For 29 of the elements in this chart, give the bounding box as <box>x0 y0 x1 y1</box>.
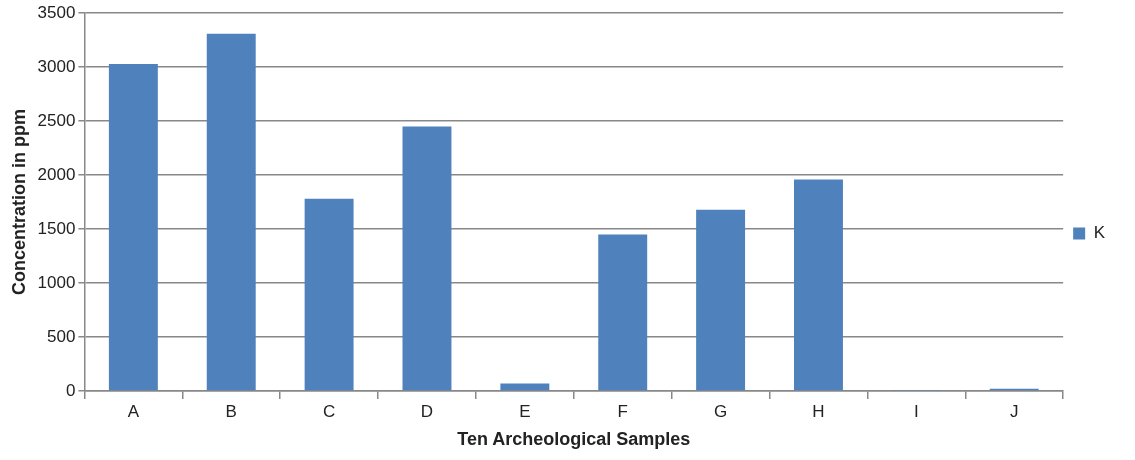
x-tick-label: H <box>812 401 825 421</box>
y-tick-label: 2500 <box>37 110 76 130</box>
x-axis-title: Ten Archeological Samples <box>457 429 691 450</box>
bar <box>500 383 550 391</box>
x-tick-label: E <box>519 401 531 421</box>
y-tick-label: 3500 <box>37 2 76 22</box>
y-tick-label: 2000 <box>37 164 76 184</box>
x-tick-label: G <box>713 401 728 421</box>
x-tick-label: D <box>420 401 434 421</box>
y-tick-label: 1500 <box>37 218 76 238</box>
legend-label: K <box>1093 223 1106 243</box>
bar <box>402 126 452 391</box>
bar <box>794 179 843 391</box>
bar <box>696 209 746 391</box>
x-tick-label: I <box>913 401 919 421</box>
x-tick-label: C <box>322 401 336 421</box>
bar <box>206 33 256 391</box>
x-tick-label: J <box>1009 401 1019 421</box>
x-tick-label: A <box>127 401 140 421</box>
bar <box>304 198 354 391</box>
y-tick-label: 3000 <box>37 56 76 76</box>
bar <box>108 63 158 391</box>
y-tick-label: 500 <box>47 326 76 346</box>
bar <box>598 234 648 391</box>
y-tick-label: 1000 <box>37 272 76 292</box>
y-axis-title: Concentration in ppm <box>8 109 29 296</box>
y-tick-label: 0 <box>65 380 76 400</box>
x-tick-label: F <box>617 401 628 421</box>
x-tick-label: B <box>225 401 237 421</box>
